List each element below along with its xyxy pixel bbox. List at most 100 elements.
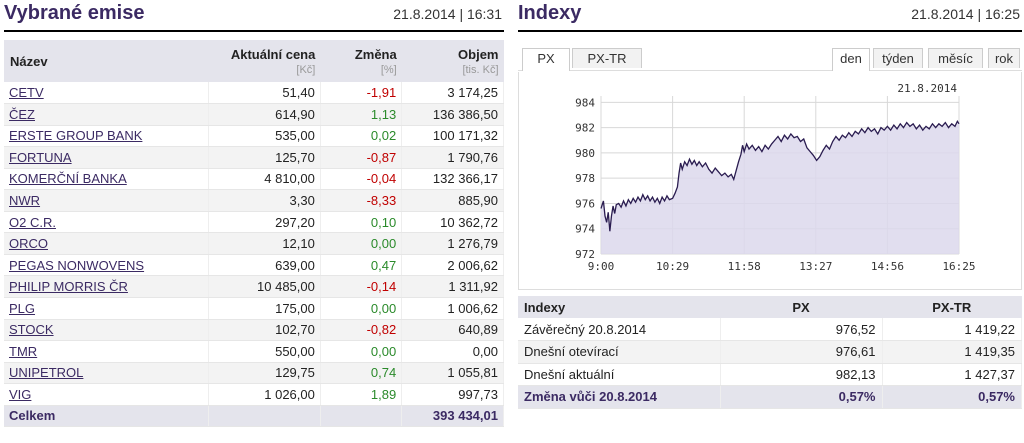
total-price-cell xyxy=(208,405,321,428)
column-header-index: Indexy xyxy=(518,296,720,318)
change-cell: -0,14 xyxy=(320,275,403,298)
row-label: Dnešní otevírací xyxy=(518,340,721,364)
px-tr-value: 1 419,22 xyxy=(882,318,1022,341)
change-row: Změna vůči 20.8.2014 0,57% 0,57% xyxy=(518,385,1022,409)
px-tr-value: 1 419,35 xyxy=(882,340,1022,364)
px-value: 976,61 xyxy=(720,340,883,364)
price-cell: 535,00 xyxy=(208,125,321,148)
change-cell: 0,00 xyxy=(320,232,403,255)
px-tr-value: 1 427,37 xyxy=(882,363,1022,386)
stock-link[interactable]: PEGAS NONWOVENS xyxy=(9,257,145,273)
stock-link[interactable]: TMR xyxy=(9,343,38,359)
volume-cell: 997,73 xyxy=(401,383,504,406)
price-cell: 639,00 xyxy=(208,254,321,277)
indices-panel: Indexy 21.8.2014 | 16:25 PX PX-TR den tý… xyxy=(518,0,1022,409)
stock-name-cell: FORTUNA xyxy=(4,146,209,169)
panel-title: Vybrané emise xyxy=(4,2,145,24)
tab-period-day[interactable]: den xyxy=(832,48,870,71)
volume-cell: 3 174,25 xyxy=(401,82,504,105)
stock-link[interactable]: NWR xyxy=(9,193,41,208)
change-cell: 0,00 xyxy=(320,297,403,320)
x-tick-label: 10:29 xyxy=(656,260,689,273)
tab-px[interactable]: PX xyxy=(522,48,570,71)
volume-cell: 885,90 xyxy=(401,189,504,212)
indices-table: Indexy PX PX-TR Závěrečný 20.8.2014 976,… xyxy=(518,296,1022,409)
column-header-price: Aktuální cena [Kč] xyxy=(208,40,321,82)
table-row: PHILIP MORRIS ČR 10 485,00 -0,14 1 311,92 xyxy=(4,275,504,298)
price-cell: 297,20 xyxy=(208,211,321,234)
table-row: NWR 3,30 -8,33 885,90 xyxy=(4,189,504,212)
volume-cell: 1 790,76 xyxy=(401,146,504,169)
column-header-name: Název xyxy=(4,40,209,82)
x-tick-label: 16:25 xyxy=(942,260,975,273)
stock-name-cell: UNIPETROL xyxy=(4,362,209,385)
table-row: Závěrečný 20.8.2014 976,52 1 419,22 xyxy=(518,318,1022,341)
stock-link[interactable]: ČEZ xyxy=(9,106,35,122)
stock-link[interactable]: PLG xyxy=(9,300,36,316)
index-chart: 972 974 976 978 980 982 984 9:00 10:29 11:58 13:27… xyxy=(518,72,1022,290)
price-cell: 550,00 xyxy=(208,340,321,363)
total-label: Celkem xyxy=(4,405,209,428)
table-row: ERSTE GROUP BANK 535,00 0,02 100 171,32 xyxy=(4,125,504,148)
table-row: TMR 550,00 0,00 0,00 xyxy=(4,340,504,363)
table-row: Dnešní aktuální 982,13 1 427,37 xyxy=(518,363,1022,386)
volume-cell: 1 055,81 xyxy=(401,362,504,385)
chart-tabs: PX PX-TR den týden měsíc rok xyxy=(518,48,1022,71)
table-row: CETV 51,40 -1,91 3 174,25 xyxy=(4,82,504,105)
tab-period-year[interactable]: rok xyxy=(988,48,1020,68)
tab-px-tr[interactable]: PX-TR xyxy=(572,48,642,68)
price-cell: 175,00 xyxy=(208,297,321,320)
y-tick-label: 984 xyxy=(575,96,595,109)
index-chart-svg: 972 974 976 978 980 982 984 9:00 10:29 11:58 13:27… xyxy=(575,82,975,273)
series-line xyxy=(600,119,960,232)
price-cell: 614,90 xyxy=(208,103,321,126)
px-tr-change-value: 0,57% xyxy=(882,385,1022,409)
tab-period-week[interactable]: týden xyxy=(873,48,923,68)
stock-link[interactable]: KOMERČNÍ BANKA xyxy=(9,171,127,187)
volume-cell: 640,89 xyxy=(401,319,504,342)
volume-cell: 1 311,92 xyxy=(401,275,504,298)
px-value: 976,52 xyxy=(720,318,883,341)
stock-name-cell: PLG xyxy=(4,297,209,320)
change-cell: -0,87 xyxy=(320,146,403,169)
price-cell: 3,30 xyxy=(208,189,321,212)
change-cell: 1,89 xyxy=(320,383,403,406)
column-header-volume: Objem [tis. Kč] xyxy=(401,40,504,82)
change-cell: -0,82 xyxy=(320,319,403,342)
price-cell: 51,40 xyxy=(208,82,321,105)
volume-cell: 132 366,17 xyxy=(401,168,504,191)
stock-name-cell: VIG xyxy=(4,383,209,406)
table-row: O2 C.R. 297,20 0,10 10 362,72 xyxy=(4,211,504,234)
stock-name-cell: TMR xyxy=(4,340,209,363)
stock-link[interactable]: ORCO xyxy=(9,236,48,252)
change-cell: 0,47 xyxy=(320,254,403,277)
panel-header: Vybrané emise 21.8.2014 | 16:31 xyxy=(4,0,504,32)
table-row: ČEZ 614,90 1,13 136 386,50 xyxy=(4,103,504,126)
x-tick-label: 11:58 xyxy=(728,260,761,273)
row-label: Závěrečný 20.8.2014 xyxy=(518,318,721,341)
panel-title: Indexy xyxy=(518,2,582,24)
stock-link[interactable]: FORTUNA xyxy=(9,149,72,165)
chart-date-label: 21.8.2014 xyxy=(897,82,957,95)
y-tick-label: 976 xyxy=(575,197,595,210)
stock-link[interactable]: PHILIP MORRIS ČR xyxy=(9,279,128,295)
stock-link[interactable]: VIG xyxy=(9,386,32,402)
volume-cell: 1 006,62 xyxy=(401,297,504,320)
tab-period-month[interactable]: měsíc xyxy=(928,48,983,68)
stock-link[interactable]: ERSTE GROUP BANK xyxy=(9,128,143,144)
stock-link[interactable]: O2 C.R. xyxy=(9,214,56,230)
stock-link[interactable]: CETV xyxy=(9,85,44,101)
total-row: Celkem 393 434,01 xyxy=(4,405,504,428)
stock-link[interactable]: UNIPETROL xyxy=(9,365,84,381)
total-change-cell xyxy=(320,405,403,428)
column-header-px-tr: PX-TR xyxy=(882,296,1022,318)
change-cell: 0,02 xyxy=(320,125,403,148)
stock-name-cell: CETV xyxy=(4,82,209,105)
volume-cell: 100 171,32 xyxy=(401,125,504,148)
change-cell: 1,13 xyxy=(320,103,403,126)
table-row: ORCO 12,10 0,00 1 276,79 xyxy=(4,232,504,255)
stock-link[interactable]: STOCK xyxy=(9,322,54,338)
change-cell: 0,00 xyxy=(320,340,403,363)
table-row: FORTUNA 125,70 -0,87 1 790,76 xyxy=(4,146,504,169)
price-cell: 4 810,00 xyxy=(208,168,321,191)
